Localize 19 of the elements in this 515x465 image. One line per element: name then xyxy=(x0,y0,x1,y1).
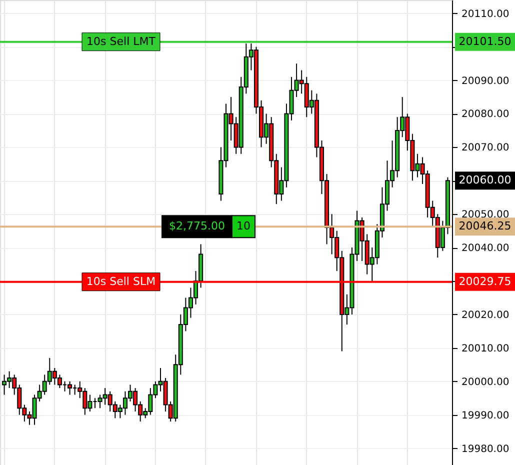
y-tick-label: 20090.00 xyxy=(462,76,510,87)
y-tick-label: 19990.00 xyxy=(462,410,510,422)
y-tick-label: 20000.00 xyxy=(462,376,510,388)
ref-line-label: 10s Sell SLM xyxy=(86,274,156,288)
annotation: 10 xyxy=(236,220,250,233)
text: 20046.25 xyxy=(458,220,512,233)
text: 20029.75 xyxy=(458,274,512,288)
y-tick-label: 20040.00 xyxy=(462,243,510,254)
text: 20101.50 xyxy=(458,34,512,48)
y-tick-label: 20050.00 xyxy=(462,210,510,221)
y-tick-label: 20080.00 xyxy=(462,109,510,120)
annotation: $2,775.00 xyxy=(169,220,225,233)
text: 20060.00 xyxy=(458,174,512,187)
y-tick-label: 20070.00 xyxy=(462,142,510,154)
y-tick-label: 19980.00 xyxy=(462,444,510,455)
y-tick-label: 20010.00 xyxy=(462,343,510,354)
ref-line-label: 10s Sell LMT xyxy=(86,34,156,48)
y-tick-label: 20110.00 xyxy=(462,8,510,20)
y-tick-label: 20020.00 xyxy=(462,310,510,321)
